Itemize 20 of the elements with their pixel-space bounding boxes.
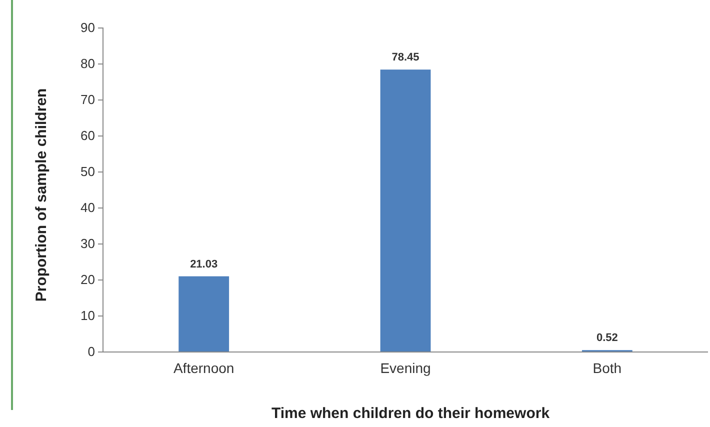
x-axis-title: Time when children do their homework (271, 405, 550, 422)
y-tick-label: 70 (80, 92, 95, 108)
y-tick-label: 40 (80, 200, 95, 216)
data-label: 0.52 (596, 332, 618, 344)
x-tick-label: Afternoon (173, 360, 234, 376)
x-tick-label: Both (592, 360, 622, 376)
y-axis-title: Proportion of sample children (33, 88, 50, 302)
y-tick-label: 80 (80, 56, 95, 72)
data-label: 78.45 (392, 52, 420, 64)
y-tick-label: 0 (88, 344, 95, 360)
bar (380, 70, 431, 352)
y-tick-label: 90 (80, 20, 95, 36)
data-label: 21.03 (190, 258, 218, 270)
bar (178, 276, 230, 352)
y-tick-label: 10 (80, 308, 95, 324)
y-tick-label: 20 (80, 272, 95, 288)
x-tick-label: Evening (380, 360, 431, 376)
y-tick-label: 60 (80, 128, 95, 144)
y-tick-label: 30 (80, 236, 95, 252)
y-tick-label: 50 (80, 164, 95, 180)
